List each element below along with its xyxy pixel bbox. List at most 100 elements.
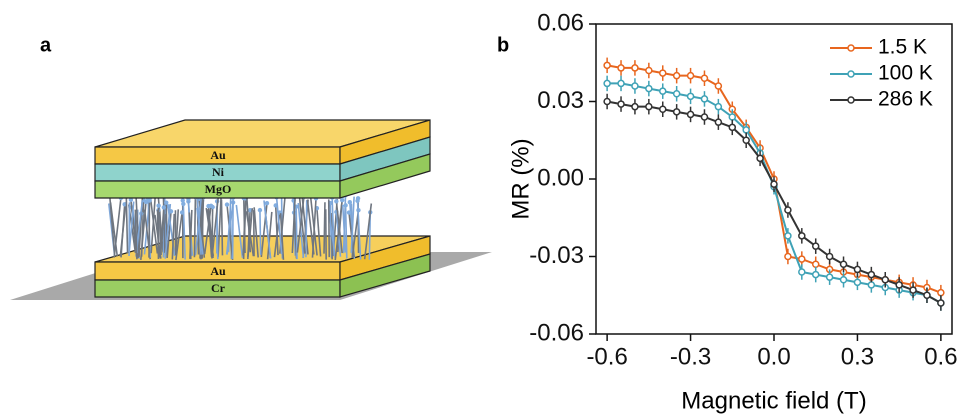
molecule-end <box>162 205 166 209</box>
figure: a b Au Ni MgO Au Cr Magnetic field (T) M… <box>0 0 960 419</box>
point <box>938 290 944 296</box>
point <box>813 261 819 267</box>
legend-label: 286 K <box>878 88 933 111</box>
point <box>743 127 749 133</box>
legend-marker <box>848 71 854 77</box>
point <box>799 233 805 239</box>
point <box>674 73 680 79</box>
y-tick-label: 0.06 <box>537 9 584 36</box>
point <box>604 80 610 86</box>
molecule-end <box>343 203 347 207</box>
point <box>660 88 666 94</box>
point <box>827 254 833 260</box>
molecule-end <box>181 202 185 206</box>
legend-marker <box>848 45 854 51</box>
point <box>646 86 652 92</box>
point <box>688 111 694 117</box>
point <box>688 93 694 99</box>
device-diagram: Au Ni MgO Au Cr <box>10 120 492 300</box>
point <box>688 73 694 79</box>
layer-label: Au <box>210 148 226 162</box>
point <box>660 106 666 112</box>
point <box>618 65 624 71</box>
point <box>868 272 874 278</box>
point <box>854 266 860 272</box>
y-axis-title: MR (%) <box>507 138 534 219</box>
point <box>701 96 707 102</box>
molecule-end <box>265 201 269 205</box>
point <box>841 277 847 283</box>
x-tick-label: -0.6 <box>586 343 627 370</box>
molecule-end <box>355 199 359 203</box>
legend-label: 1.5 K <box>878 36 927 59</box>
layer-label: Ni <box>212 165 225 179</box>
point <box>771 181 777 187</box>
point <box>632 83 638 89</box>
point <box>924 292 930 298</box>
molecule <box>114 198 121 258</box>
molecule-end <box>206 204 210 208</box>
x-tick-label: 0.3 <box>841 343 874 370</box>
point <box>632 65 638 71</box>
molecule-end <box>334 199 338 203</box>
panel-label: b <box>497 34 509 56</box>
molecule-end <box>258 208 262 212</box>
point <box>785 254 791 260</box>
point <box>896 282 902 288</box>
molecule-end <box>147 198 151 202</box>
point <box>757 155 763 161</box>
point <box>813 243 819 249</box>
molecule-end <box>225 202 229 206</box>
x-axis-title: Magnetic field (T) <box>681 387 866 414</box>
point <box>882 277 888 283</box>
molecule-end <box>340 198 344 202</box>
molecule <box>194 197 195 257</box>
y-tick-label: 0.00 <box>537 164 584 191</box>
point <box>715 104 721 110</box>
point <box>854 279 860 285</box>
x-tick-label: 0.0 <box>757 343 790 370</box>
point <box>660 70 666 76</box>
point <box>799 269 805 275</box>
point <box>729 124 735 130</box>
molecule <box>260 210 261 255</box>
molecule-end <box>347 210 351 214</box>
molecule-end <box>180 210 184 214</box>
panel-label: a <box>40 34 52 56</box>
molecule <box>121 204 125 257</box>
legend-label: 100 K <box>878 62 933 85</box>
point <box>715 83 721 89</box>
point <box>618 80 624 86</box>
molecule-end <box>348 200 352 204</box>
point <box>729 114 735 120</box>
molecule <box>126 191 127 253</box>
point <box>785 233 791 239</box>
molecule <box>158 210 159 259</box>
point <box>632 104 638 110</box>
series-line <box>607 102 941 304</box>
point <box>743 137 749 143</box>
point <box>785 207 791 213</box>
point <box>646 104 652 110</box>
layer-label: Cr <box>211 281 226 295</box>
point <box>813 272 819 278</box>
point <box>618 101 624 107</box>
point <box>701 75 707 81</box>
molecule <box>149 201 150 258</box>
point <box>868 282 874 288</box>
molecule <box>324 202 325 253</box>
molecule-end <box>156 204 160 208</box>
point <box>674 91 680 97</box>
molecule-end <box>164 200 168 204</box>
point <box>604 99 610 105</box>
point <box>646 68 652 74</box>
point <box>604 62 610 68</box>
point <box>701 114 707 120</box>
point <box>715 119 721 125</box>
point <box>674 109 680 115</box>
molecule <box>221 200 222 256</box>
y-tick-label: -0.06 <box>529 319 584 346</box>
molecule <box>306 200 307 257</box>
point <box>910 287 916 293</box>
point <box>799 256 805 262</box>
